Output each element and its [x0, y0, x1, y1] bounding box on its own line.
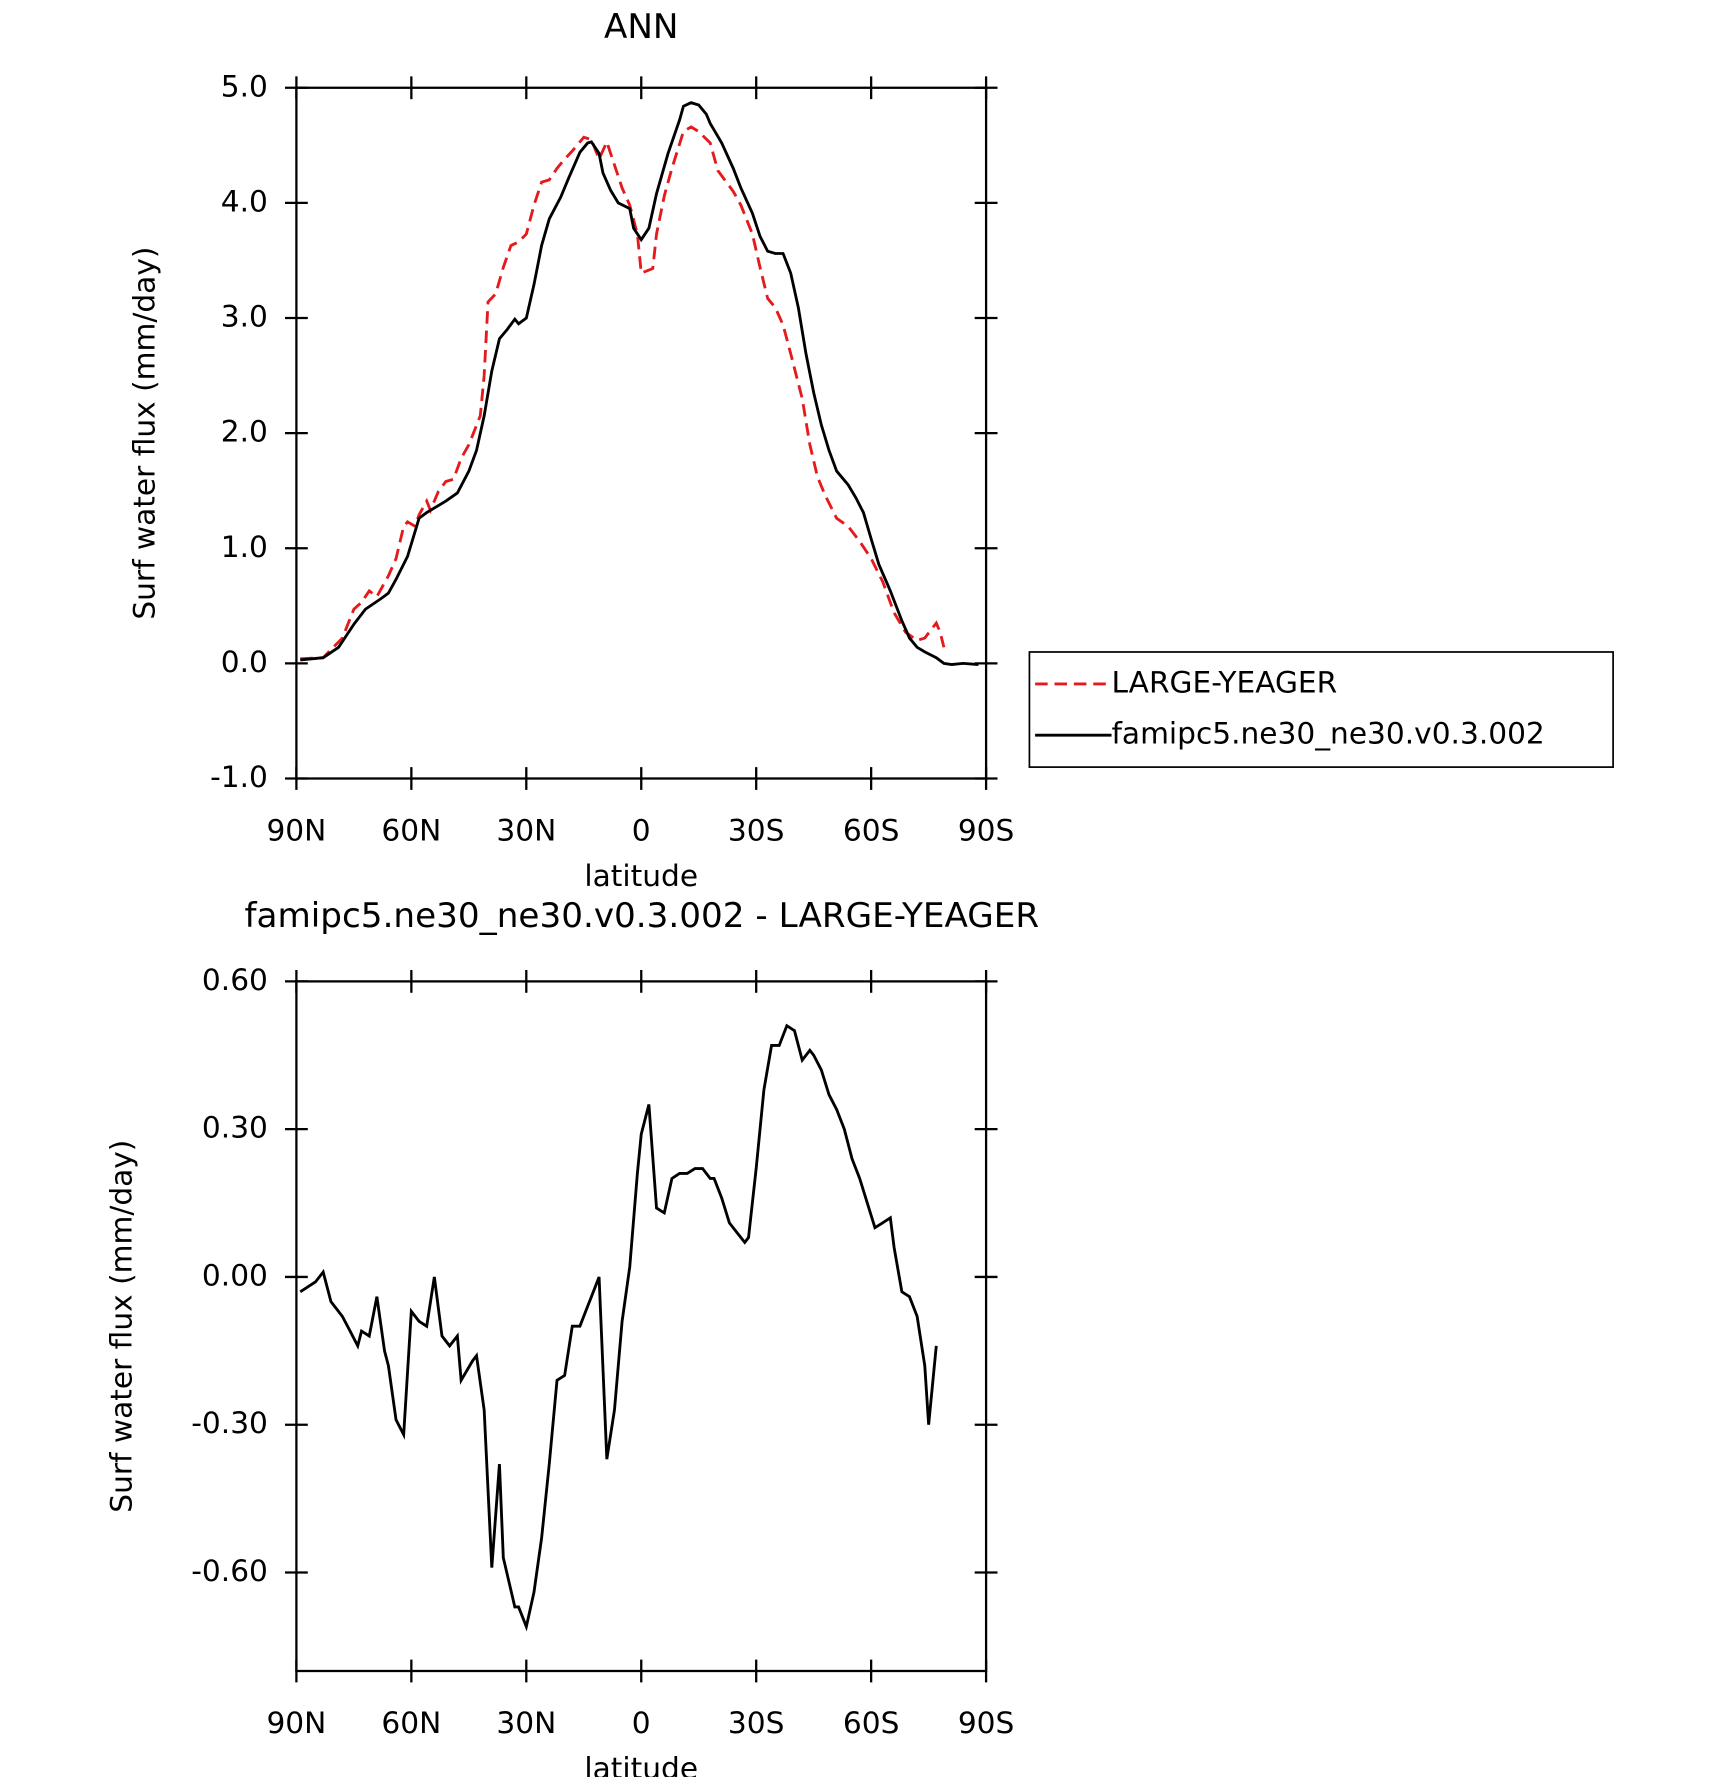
y-tick-label: -0.60: [191, 1553, 268, 1588]
x-tick-label: 30S: [728, 1705, 785, 1740]
x-tick-label: 60S: [843, 1705, 900, 1740]
x-tick-label: 90N: [266, 813, 326, 848]
legend-label: LARGE-YEAGER: [1111, 664, 1337, 699]
x-tick-label: 60S: [843, 813, 900, 848]
y-tick-label: 0.0: [221, 644, 268, 679]
data-line: [299, 1023, 938, 1632]
y-tick-label: 0.60: [202, 962, 268, 997]
x-tick-label: 0: [632, 813, 651, 848]
y-axis-title: Surf water flux (mm/day): [104, 1140, 139, 1513]
legend-label: famipc5.ne30_ne30.v0.3.002: [1111, 716, 1544, 751]
y-tick-label: 0.30: [202, 1110, 268, 1145]
legend-box: [1028, 651, 1614, 768]
chart-title: ANN: [604, 7, 679, 47]
x-tick-label: 60N: [381, 1705, 441, 1740]
y-tick-label: 3.0: [221, 299, 268, 334]
y-tick-label: 0.00: [202, 1257, 268, 1292]
x-tick-label: 30N: [496, 1705, 556, 1740]
x-tick-label: 0: [632, 1705, 651, 1740]
x-axis-title: latitude: [584, 858, 698, 893]
x-tick-label: 90S: [958, 813, 1015, 848]
plot-frame: [295, 980, 988, 1673]
x-tick-label: 60N: [381, 813, 441, 848]
y-axis-title: Surf water flux (mm/day): [126, 247, 161, 620]
x-tick-label: 90S: [958, 1705, 1015, 1740]
y-tick-label: 5.0: [221, 68, 268, 103]
y-tick-label: 4.0: [221, 183, 268, 218]
plot-frame: [295, 86, 988, 780]
data-line: [300, 101, 979, 666]
y-tick-label: -1.0: [210, 759, 268, 794]
x-axis-title: latitude: [584, 1751, 698, 1777]
y-tick-label: 1.0: [221, 529, 268, 564]
chart-title: famipc5.ne30_ne30.v0.3.002 - LARGE-YEAGE…: [245, 896, 1040, 936]
y-tick-label: -0.30: [191, 1405, 268, 1440]
x-tick-label: 90N: [266, 1705, 326, 1740]
x-tick-label: 30N: [496, 813, 556, 848]
y-tick-label: 2.0: [221, 414, 268, 449]
x-tick-label: 30S: [728, 813, 785, 848]
